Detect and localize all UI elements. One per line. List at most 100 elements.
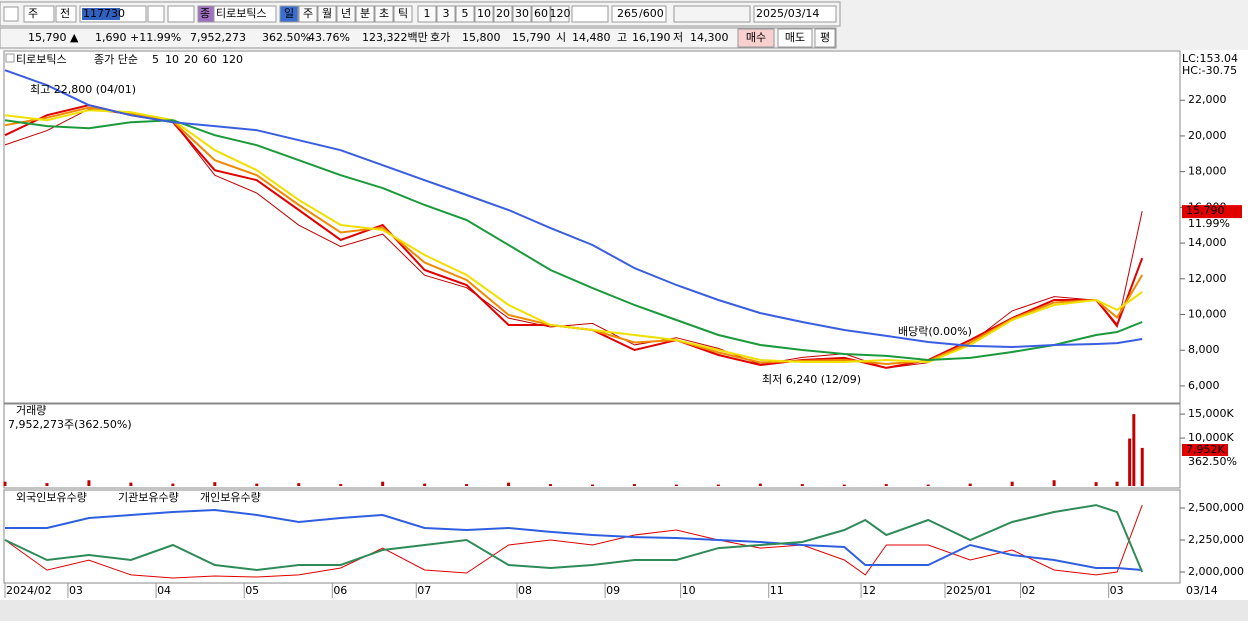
series-line [4, 119, 1143, 362]
interval: 주 [303, 7, 313, 20]
interval-btn[interactable] [317, 5, 337, 23]
x-tick-label: 07 [417, 584, 431, 597]
unit-btn[interactable] [474, 5, 494, 23]
legend-period: 5 [152, 53, 159, 66]
period-box[interactable] [23, 5, 55, 23]
interval-btn[interactable] [279, 5, 299, 23]
control-icon[interactable] [3, 6, 19, 22]
volume-bar [423, 483, 427, 486]
y-tick-label: 14,000 [1188, 236, 1227, 249]
hc-label: HC:-30.75 [1182, 64, 1237, 77]
interval: 일 [284, 6, 294, 20]
volume-bar [87, 480, 91, 486]
order-btn[interactable] [814, 28, 836, 48]
y-tick-label: 15,000K [1188, 407, 1234, 420]
date: 2025/03/14 [756, 7, 819, 20]
interval-btn[interactable] [336, 5, 356, 23]
last-volume-box [1182, 444, 1228, 456]
volume-title: 거래량 [16, 404, 46, 417]
volume-bar [1094, 482, 1098, 486]
interval: 월 [322, 7, 332, 20]
unit-select[interactable] [571, 5, 609, 23]
volume-bar [507, 482, 511, 486]
volume-bar [716, 484, 720, 486]
annotation-low: 최저 6,240 (12/09) [762, 373, 861, 386]
legend-period: 60 [203, 53, 217, 66]
y-tick-label: 20,000 [1188, 129, 1227, 142]
unit-btn[interactable] [493, 5, 513, 23]
lc-label: LC:153.04 [1182, 52, 1238, 65]
stock-type: 종 [200, 7, 210, 20]
count-max: /600 [639, 7, 664, 20]
unit-btn[interactable] [512, 5, 532, 23]
volume-summary: 7,952,273주(362.50%) [8, 418, 132, 431]
interval-btn[interactable] [393, 5, 413, 23]
scrollbar[interactable] [0, 600, 1248, 621]
x-tick-label: 06 [333, 584, 347, 597]
sound-btn[interactable] [167, 5, 195, 23]
series-line [4, 109, 1143, 364]
x-tick-label: 12 [862, 584, 876, 597]
unit-btn[interactable] [550, 5, 570, 23]
quote-change-rate: +11.99% [130, 31, 181, 44]
period: 주 [28, 7, 38, 20]
volume-bar [3, 481, 7, 486]
y-tick-label: 12,000 [1188, 272, 1227, 285]
order-btn-label[interactable]: 평 [820, 31, 830, 44]
legend-period: 10 [165, 53, 179, 66]
date-box[interactable] [753, 5, 837, 23]
x-tick-label: 04 [157, 584, 171, 597]
interval-btn[interactable] [298, 5, 318, 23]
quote-high-label: 고 [617, 31, 627, 44]
x-tick-label: 08 [518, 584, 532, 597]
volume-bar [465, 484, 469, 486]
quote-ask: 15,800 [462, 31, 501, 44]
volume-bar [758, 483, 762, 486]
unit-btn[interactable] [531, 5, 551, 23]
prev: 전 [60, 7, 70, 20]
x-tick-label: 05 [245, 584, 259, 597]
quote-price: 15,790 ▲ [28, 31, 79, 44]
volume-bar [297, 483, 301, 486]
order-btn[interactable] [777, 28, 813, 48]
volume-bar [884, 484, 888, 486]
tool-icons[interactable] [673, 5, 751, 23]
order-btn[interactable] [737, 28, 775, 48]
unit: 30 [515, 7, 529, 20]
x-tick-label: 02 [1022, 584, 1036, 597]
order-btn-label[interactable]: 매수 [746, 31, 766, 44]
volume-bar [255, 483, 259, 486]
interval: 년 [341, 7, 351, 20]
last-volume-rate: 362.50% [1188, 455, 1237, 468]
volume-bar [591, 484, 594, 486]
volume-bar [213, 482, 217, 486]
unit: 20 [496, 7, 510, 20]
volume-bar [1010, 481, 1014, 486]
legend-icon [5, 53, 15, 63]
interval-btn[interactable] [374, 5, 394, 23]
count-box[interactable] [611, 5, 667, 23]
prev-box[interactable] [55, 5, 77, 23]
interval-btn[interactable] [355, 5, 375, 23]
order-btn-label[interactable]: 매도 [785, 31, 805, 44]
unit-btn[interactable] [436, 5, 456, 23]
investor-legend: 외국인보유수량 [16, 491, 87, 504]
quote-open-label: 시 [556, 31, 566, 44]
x-tick-label: 10 [682, 584, 696, 597]
annotation-ex-dividend: 배당락(0.00%) [898, 325, 972, 338]
series-line [4, 504, 1144, 573]
unit: 10 [477, 7, 491, 20]
quote-amount: 123,322백만 [362, 31, 428, 44]
quote-open: 14,480 [572, 31, 611, 44]
unit-btn[interactable] [417, 5, 437, 23]
quote-volume: 7,952,273 [190, 31, 246, 44]
investor-legend: 개인보유수량 [200, 491, 261, 504]
series-line [4, 504, 1143, 579]
quote-low: 14,300 [690, 31, 729, 44]
volume-bar [968, 483, 972, 486]
last-date: 03/14 [1186, 584, 1218, 597]
search-btn[interactable] [147, 5, 165, 23]
y-tick-label: 10,000K [1188, 431, 1234, 444]
volume-bar [549, 484, 553, 486]
unit-btn[interactable] [455, 5, 475, 23]
